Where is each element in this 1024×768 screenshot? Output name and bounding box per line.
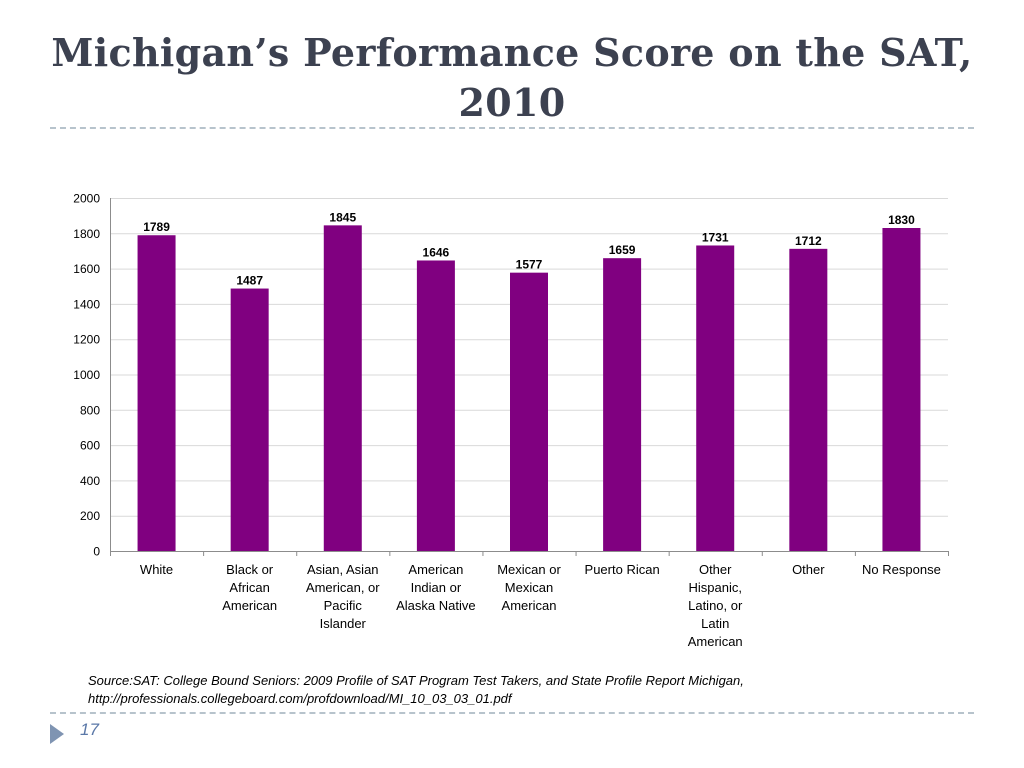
data-label: 1646 bbox=[423, 245, 450, 259]
data-label: 1830 bbox=[888, 213, 915, 227]
category-label-line: Latin bbox=[701, 616, 730, 631]
slide-title: Michigan’s Performance Score on the SAT,… bbox=[40, 28, 984, 128]
data-label: 1731 bbox=[702, 230, 729, 244]
category-label-line: Mexican bbox=[504, 580, 554, 595]
category-label-line: Indian or bbox=[410, 580, 462, 595]
category-label: Other bbox=[763, 561, 853, 579]
category-label-line: Mexican or bbox=[497, 562, 561, 577]
category-label: American Indian or Alaska Native bbox=[391, 561, 481, 615]
category-label: Black or African American bbox=[205, 561, 295, 615]
bar bbox=[603, 258, 642, 551]
y-tick-label: 1200 bbox=[73, 333, 100, 347]
bar bbox=[789, 248, 828, 551]
category-label-line: Puerto Rican bbox=[584, 562, 660, 577]
y-tick-label: 1400 bbox=[73, 297, 100, 311]
category-label-line: American bbox=[687, 634, 743, 649]
category-label-line: American, or bbox=[305, 580, 380, 595]
category-label-line: White bbox=[139, 562, 174, 577]
category-label: Other Hispanic, Latino, or Latin American bbox=[670, 561, 760, 651]
category-label-line: Other bbox=[792, 562, 825, 577]
category-label: Asian, Asian American, or Pacific Islander bbox=[298, 561, 388, 633]
category-label-line: Other bbox=[698, 562, 732, 577]
footer-divider bbox=[50, 712, 974, 714]
y-tick-label: 0 bbox=[93, 545, 100, 559]
y-tick-label: 2000 bbox=[73, 192, 100, 206]
category-label-line: Hispanic, bbox=[688, 580, 742, 595]
category-label-line: Latino, or bbox=[688, 598, 743, 613]
data-label: 1845 bbox=[329, 210, 356, 224]
data-label: 1712 bbox=[795, 234, 822, 248]
y-tick-label: 200 bbox=[80, 509, 100, 523]
title-line-2: 2010 bbox=[458, 80, 566, 125]
category-label-line: Pacific bbox=[323, 598, 362, 613]
triangle-right-icon bbox=[50, 724, 64, 744]
category-label: White bbox=[112, 561, 202, 579]
category-label-line: Asian, Asian bbox=[306, 562, 379, 577]
bar bbox=[137, 235, 176, 551]
category-label-line: Black or bbox=[226, 562, 274, 577]
y-tick-label: 1600 bbox=[73, 262, 100, 276]
data-label: 1487 bbox=[236, 274, 263, 288]
bar bbox=[510, 272, 548, 551]
data-label: 1659 bbox=[609, 243, 636, 257]
data-label: 1577 bbox=[516, 258, 543, 272]
title-line-1: Michigan’s Performance Score on the SAT, bbox=[51, 30, 973, 75]
y-tick-label: 400 bbox=[80, 474, 100, 488]
category-label-line: American bbox=[501, 598, 557, 613]
y-tick-label: 1000 bbox=[73, 368, 100, 382]
category-label-line: No Response bbox=[862, 562, 941, 577]
bar bbox=[882, 228, 921, 551]
category-label: No Response bbox=[856, 561, 946, 579]
title-divider bbox=[50, 127, 974, 129]
bar bbox=[416, 260, 455, 551]
category-label-line: American bbox=[222, 598, 278, 613]
category-label: Mexican or Mexican American bbox=[484, 561, 574, 615]
page-number: 17 bbox=[80, 720, 99, 739]
bar-chart: 0 200 400 600 800 1000 1200 1400 1600 1800 2000 178… bbox=[73, 192, 949, 559]
bar bbox=[696, 245, 735, 551]
source-line-1: Source:SAT: College Bound Seniors: 2009 … bbox=[88, 673, 744, 688]
category-label: Puerto Rican bbox=[577, 561, 667, 579]
category-label-line: African bbox=[229, 580, 270, 595]
y-tick-label: 600 bbox=[80, 439, 100, 453]
y-tick-label: 1800 bbox=[73, 227, 100, 241]
bar bbox=[323, 225, 362, 552]
data-label: 1789 bbox=[143, 220, 170, 234]
category-label-line: Alaska Native bbox=[396, 598, 476, 613]
category-label-line: American bbox=[408, 562, 464, 577]
category-label-line: Islander bbox=[319, 616, 366, 631]
bar bbox=[230, 288, 269, 551]
y-tick-label: 800 bbox=[80, 403, 100, 417]
source-citation: Source:SAT: College Bound Seniors: 2009 … bbox=[88, 672, 948, 708]
source-line-2: http://professionals.collegeboard.com/pr… bbox=[88, 691, 512, 706]
